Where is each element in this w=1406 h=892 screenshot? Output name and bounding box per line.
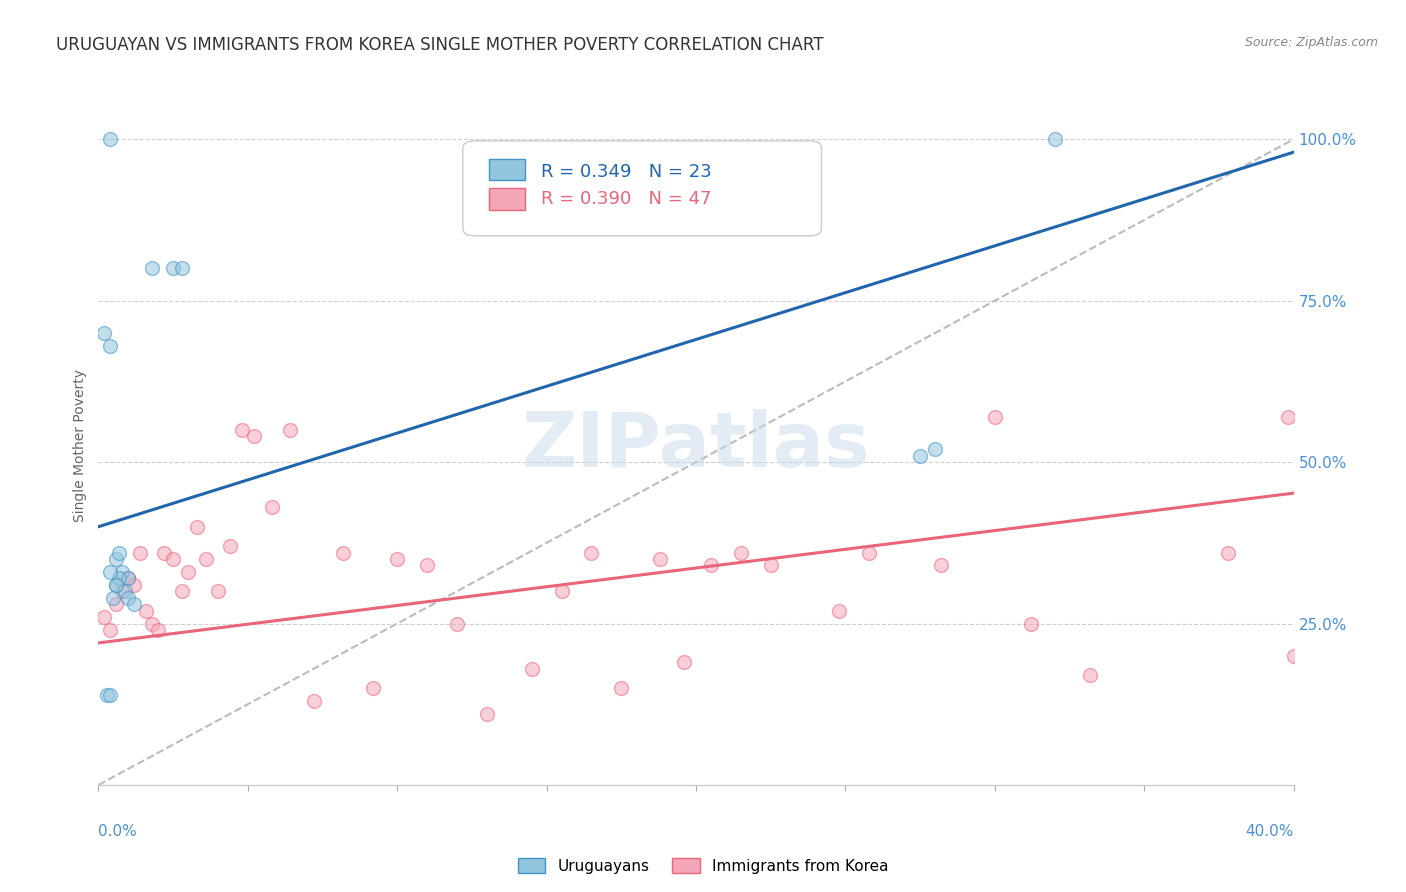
Point — [153, 545, 176, 559]
Point — [98, 688, 122, 702]
Point — [908, 449, 931, 463]
Point — [984, 409, 1007, 424]
Point — [219, 539, 242, 553]
Point — [759, 558, 782, 573]
Point — [260, 500, 283, 515]
Point — [1282, 648, 1305, 663]
Point — [416, 558, 439, 573]
Point — [195, 552, 218, 566]
FancyBboxPatch shape — [463, 141, 821, 235]
Point — [1019, 616, 1042, 631]
Point — [172, 261, 194, 276]
Point — [231, 423, 253, 437]
Point — [105, 552, 128, 566]
Point — [105, 578, 128, 592]
Point — [929, 558, 952, 573]
Point — [148, 623, 170, 637]
Point — [105, 597, 128, 611]
Point — [93, 610, 115, 624]
Point — [302, 694, 325, 708]
Point — [446, 616, 468, 631]
Point — [243, 429, 266, 443]
Point — [98, 132, 122, 146]
Point — [332, 545, 354, 559]
Point — [141, 261, 163, 276]
Point — [610, 681, 633, 695]
Text: 40.0%: 40.0% — [1246, 824, 1294, 838]
Point — [96, 688, 118, 702]
FancyBboxPatch shape — [489, 188, 524, 211]
Point — [172, 584, 194, 599]
Point — [730, 545, 752, 559]
Point — [129, 545, 152, 559]
Point — [117, 571, 139, 585]
Point — [700, 558, 723, 573]
Point — [124, 578, 146, 592]
Point — [673, 655, 696, 669]
Text: ZIPatlas: ZIPatlas — [522, 409, 870, 483]
Point — [124, 597, 146, 611]
Point — [177, 565, 200, 579]
Point — [650, 552, 672, 566]
Point — [141, 616, 163, 631]
Point — [103, 591, 125, 605]
Point — [520, 662, 543, 676]
Point — [186, 519, 208, 533]
Text: 0.0%: 0.0% — [98, 824, 138, 838]
Point — [278, 423, 301, 437]
Point — [117, 591, 139, 605]
Point — [108, 571, 131, 585]
FancyBboxPatch shape — [489, 159, 524, 180]
Point — [475, 706, 498, 721]
Point — [550, 584, 572, 599]
Point — [111, 584, 134, 599]
Point — [1277, 409, 1299, 424]
Point — [98, 623, 122, 637]
Point — [581, 545, 603, 559]
Point — [105, 578, 128, 592]
Point — [1216, 545, 1239, 559]
Point — [108, 545, 131, 559]
Point — [93, 326, 115, 340]
Point — [363, 681, 385, 695]
Point — [924, 442, 946, 457]
Point — [207, 584, 229, 599]
Point — [111, 565, 134, 579]
Text: Source: ZipAtlas.com: Source: ZipAtlas.com — [1244, 36, 1378, 49]
Point — [135, 604, 157, 618]
Point — [858, 545, 880, 559]
Point — [1043, 132, 1066, 146]
Y-axis label: Single Mother Poverty: Single Mother Poverty — [73, 369, 87, 523]
Legend: Uruguayans, Immigrants from Korea: Uruguayans, Immigrants from Korea — [512, 852, 894, 880]
Point — [1080, 668, 1102, 682]
Point — [117, 571, 139, 585]
Point — [98, 339, 122, 353]
Point — [162, 552, 184, 566]
Point — [828, 604, 851, 618]
Text: URUGUAYAN VS IMMIGRANTS FROM KOREA SINGLE MOTHER POVERTY CORRELATION CHART: URUGUAYAN VS IMMIGRANTS FROM KOREA SINGL… — [56, 36, 824, 54]
Point — [385, 552, 409, 566]
Point — [162, 261, 184, 276]
Text: R = 0.349   N = 23: R = 0.349 N = 23 — [541, 162, 711, 180]
Point — [114, 584, 136, 599]
Point — [98, 565, 122, 579]
Text: R = 0.390   N = 47: R = 0.390 N = 47 — [541, 190, 711, 208]
